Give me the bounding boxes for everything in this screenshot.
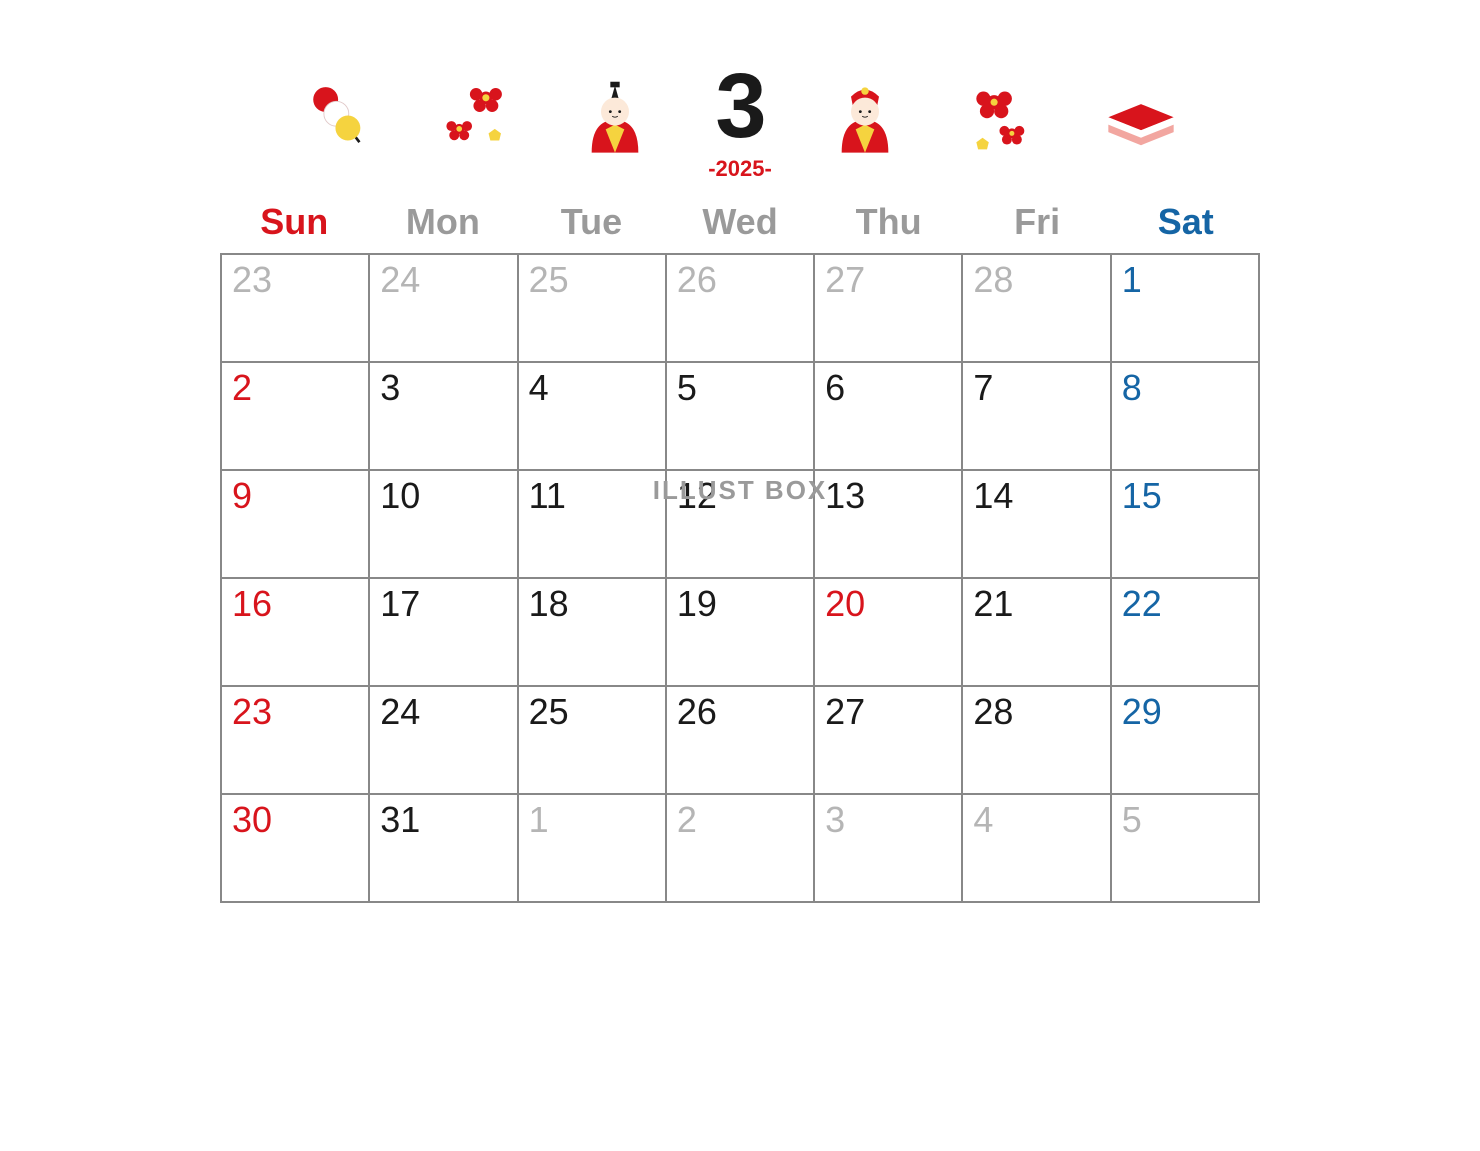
- week-row: 2324252627281: [221, 254, 1259, 362]
- day-cell: 29: [1111, 686, 1259, 794]
- week-row: 2345678: [221, 362, 1259, 470]
- day-cell: 1: [518, 794, 666, 902]
- day-cell: 20: [814, 578, 962, 686]
- weekday-fri: Fri: [963, 195, 1112, 253]
- week-row: 23242526272829: [221, 686, 1259, 794]
- day-cell: 25: [518, 254, 666, 362]
- day-cell: 28: [962, 686, 1110, 794]
- weekday-header-row: SunMonTueWedThuFriSat: [220, 195, 1260, 253]
- day-cell: 22: [1111, 578, 1259, 686]
- week-row: 16171819202122: [221, 578, 1259, 686]
- day-cell: 10: [369, 470, 517, 578]
- day-cell: 23: [221, 686, 369, 794]
- day-cell: 3: [814, 794, 962, 902]
- hina-female-icon: [820, 75, 910, 165]
- month-year: 3 -2025-: [708, 60, 772, 180]
- day-cell: 18: [518, 578, 666, 686]
- weekday-sun: Sun: [220, 195, 369, 253]
- week-row: 303112345: [221, 794, 1259, 902]
- weekday-wed: Wed: [666, 195, 815, 253]
- month-number: 3: [708, 60, 772, 152]
- day-cell: 25: [518, 686, 666, 794]
- day-cell: 2: [666, 794, 814, 902]
- day-cell: 28: [962, 254, 1110, 362]
- weekday-mon: Mon: [369, 195, 518, 253]
- day-cell: 24: [369, 254, 517, 362]
- day-cell: 13: [814, 470, 962, 578]
- week-row: 9101112131415: [221, 470, 1259, 578]
- day-cell: 6: [814, 362, 962, 470]
- day-cell: 4: [518, 362, 666, 470]
- flowers-left-icon: [432, 75, 522, 165]
- year-label: -2025-: [708, 158, 772, 180]
- day-cell: 2: [221, 362, 369, 470]
- day-cell: 5: [1111, 794, 1259, 902]
- day-cell: 31: [369, 794, 517, 902]
- day-cell: 8: [1111, 362, 1259, 470]
- day-cell: 3: [369, 362, 517, 470]
- day-cell: 27: [814, 254, 962, 362]
- weekday-sat: Sat: [1111, 195, 1260, 253]
- day-cell: 9: [221, 470, 369, 578]
- calendar-header: 3 -2025-: [220, 55, 1260, 185]
- day-cell: 26: [666, 254, 814, 362]
- day-cell: 17: [369, 578, 517, 686]
- day-cell: 24: [369, 686, 517, 794]
- weekday-thu: Thu: [814, 195, 963, 253]
- day-cell: 21: [962, 578, 1110, 686]
- day-cell: 12: [666, 470, 814, 578]
- day-cell: 1: [1111, 254, 1259, 362]
- dango-icon: [294, 75, 384, 165]
- day-cell: 5: [666, 362, 814, 470]
- day-cell: 16: [221, 578, 369, 686]
- weekday-tue: Tue: [517, 195, 666, 253]
- calendar-grid: 2324252627281234567891011121314151617181…: [220, 253, 1260, 903]
- day-cell: 14: [962, 470, 1110, 578]
- day-cell: 7: [962, 362, 1110, 470]
- hishimochi-icon: [1096, 75, 1186, 165]
- day-cell: 26: [666, 686, 814, 794]
- day-cell: 19: [666, 578, 814, 686]
- day-cell: 23: [221, 254, 369, 362]
- calendar: 3 -2025-: [220, 0, 1260, 903]
- hina-male-icon: [570, 75, 660, 165]
- day-cell: 27: [814, 686, 962, 794]
- day-cell: 4: [962, 794, 1110, 902]
- day-cell: 11: [518, 470, 666, 578]
- flowers-right-icon: [958, 75, 1048, 165]
- day-cell: 30: [221, 794, 369, 902]
- day-cell: 15: [1111, 470, 1259, 578]
